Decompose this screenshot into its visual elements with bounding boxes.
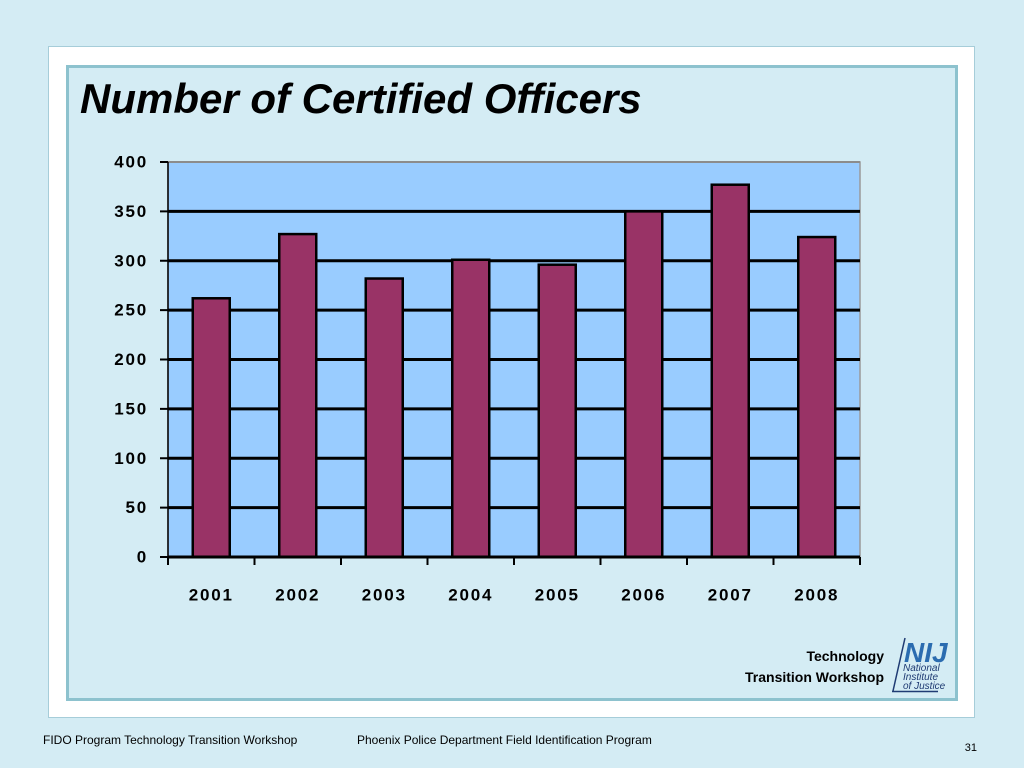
x-tick-label-2004: 2004 [448, 586, 493, 605]
footer-workshop-name: FIDO Program Technology Transition Works… [43, 733, 298, 747]
bar-2005 [537, 263, 577, 559]
y-tick-label-250: 250 [114, 301, 148, 320]
bar-2006 [624, 210, 664, 559]
y-tick-label-100: 100 [114, 449, 148, 468]
footer-program-name: Phoenix Police Department Field Identifi… [357, 733, 652, 747]
bar-2003 [364, 277, 404, 559]
y-tick-label-400: 400 [114, 153, 148, 172]
nij-logo-line-national: National [903, 663, 940, 674]
nij-logo-line-justice: of Justice [903, 681, 946, 692]
y-tick-label-0: 0 [137, 548, 148, 567]
bar-2001 [191, 297, 231, 559]
bar-2002 [278, 232, 318, 559]
x-tick-label-2001: 2001 [189, 586, 234, 605]
nij-logo-mark: NIJ [904, 637, 949, 668]
y-tick-label-50: 50 [125, 498, 148, 517]
nij-logo-line-institute: Institute [903, 672, 938, 683]
brand-line-technology: Technology [806, 648, 884, 664]
nij-logo-icon: NIJ National Institute of Justice [892, 637, 949, 693]
x-tick-label-2003: 2003 [362, 586, 407, 605]
y-tick-label-150: 150 [114, 399, 148, 418]
nij-logo-slash [892, 637, 906, 692]
bar-2004 [451, 258, 491, 559]
x-tick-label-2002: 2002 [275, 586, 320, 605]
y-tick-label-200: 200 [114, 350, 148, 369]
x-tick-label-2008: 2008 [794, 586, 839, 605]
y-tick-label-350: 350 [114, 202, 148, 221]
x-tick-label-2007: 2007 [708, 586, 753, 605]
brand-line-transition-workshop: Transition Workshop [745, 669, 884, 685]
x-tick-label-2006: 2006 [621, 586, 666, 605]
y-tick-label-300: 300 [114, 251, 148, 270]
bar-2007 [710, 183, 750, 559]
bar-chart: 0 50 100 150 200 250 300 350 400 2001 2002 2003 2004… [114, 153, 861, 605]
page-number: 31 [964, 742, 977, 754]
slide-title: Number of Certified Officers [80, 75, 642, 122]
workshop-brand: Technology Transition Workshop [745, 646, 884, 688]
x-tick-label-2005: 2005 [535, 586, 580, 605]
bar-2008 [797, 235, 837, 559]
